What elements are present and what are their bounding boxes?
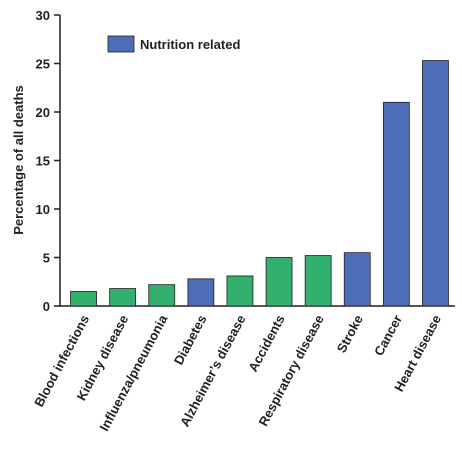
bar xyxy=(148,284,176,307)
legend-label-nutrition: Nutrition related xyxy=(140,37,240,52)
bar xyxy=(70,291,97,307)
y-tick-label: 15 xyxy=(36,154,50,169)
x-tick-label: Accidents xyxy=(245,312,287,374)
bar xyxy=(343,252,371,307)
bar xyxy=(304,255,332,307)
legend: Nutrition related xyxy=(107,35,240,53)
y-axis-label: Percentage of all deaths xyxy=(11,85,26,235)
x-tick-label: Diabetes xyxy=(171,312,210,367)
y-tick-label: 0 xyxy=(43,299,50,314)
y-tick-label: 5 xyxy=(43,251,50,266)
bar xyxy=(109,288,137,307)
y-tick-label: 20 xyxy=(36,105,50,120)
y-tick-label: 25 xyxy=(36,57,50,72)
x-tick-label: Stroke xyxy=(334,312,366,355)
bar xyxy=(382,101,410,307)
bar xyxy=(265,257,293,307)
y-tick-label: 10 xyxy=(36,202,50,217)
bars xyxy=(70,60,449,307)
bar xyxy=(187,278,215,307)
bar xyxy=(422,60,449,307)
legend-swatch-nutrition xyxy=(107,35,135,53)
x-tick-label: Cancer xyxy=(371,312,405,358)
bar xyxy=(226,275,254,307)
y-tick-label: 30 xyxy=(36,8,50,23)
y-ticks: 0 5 10 15 20 25 30 xyxy=(36,8,60,314)
